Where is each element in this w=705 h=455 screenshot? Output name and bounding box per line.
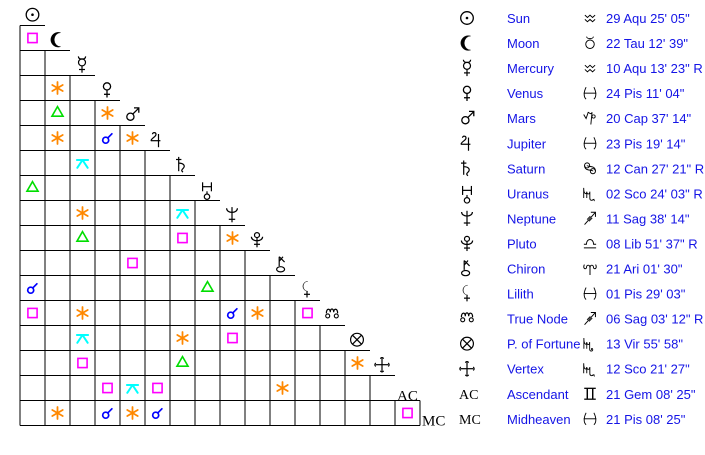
svg-text:02 Sco 24' 03" R: 02 Sco 24' 03" R (606, 186, 703, 201)
svg-text:21 Ari 01' 30": 21 Ari 01' 30" (606, 262, 683, 277)
svg-text:22 Tau 12' 39": 22 Tau 12' 39" (606, 36, 688, 51)
svg-text:11 Sag 38' 14": 11 Sag 38' 14" (606, 211, 690, 226)
svg-text:12 Sco 21' 27": 12 Sco 21' 27" (606, 362, 690, 377)
svg-text:08 Lib 51' 37" R: 08 Lib 51' 37" R (606, 236, 698, 251)
svg-text:Mars: Mars (507, 111, 536, 126)
svg-text:Uranus: Uranus (507, 186, 549, 201)
svg-text:Chiron: Chiron (507, 262, 545, 277)
svg-text:AC: AC (397, 389, 418, 405)
svg-text:21 Gem 08' 25": 21 Gem 08' 25" (606, 387, 696, 402)
svg-text:Moon: Moon (507, 36, 540, 51)
svg-text:MC: MC (459, 413, 481, 428)
svg-text:Ascendant: Ascendant (507, 387, 569, 402)
svg-text:Sun: Sun (507, 11, 530, 26)
svg-text:True Node: True Node (507, 312, 568, 327)
svg-text:23 Pis 19' 14": 23 Pis 19' 14" (606, 136, 686, 151)
svg-text:P. of Fortune: P. of Fortune (507, 337, 580, 352)
svg-text:01 Pis 29' 03": 01 Pis 29' 03" (606, 287, 686, 302)
svg-text:29 Aqu 25' 05": 29 Aqu 25' 05" (606, 11, 690, 26)
svg-text:06 Sag 03' 12" R: 06 Sag 03' 12" R (606, 312, 703, 327)
svg-text:Pluto: Pluto (507, 236, 537, 251)
svg-text:Jupiter: Jupiter (507, 136, 547, 151)
svg-text:Midheaven: Midheaven (507, 412, 571, 427)
svg-text:AC: AC (459, 388, 478, 403)
svg-text:Lilith: Lilith (507, 287, 534, 302)
svg-text:MC: MC (422, 414, 445, 430)
svg-text:24 Pis 11' 04": 24 Pis 11' 04" (606, 86, 685, 101)
svg-text:10 Aqu 13' 23" R: 10 Aqu 13' 23" R (606, 61, 703, 76)
svg-text:Vertex: Vertex (507, 362, 544, 377)
svg-text:Neptune: Neptune (507, 211, 556, 226)
svg-text:Saturn: Saturn (507, 161, 545, 176)
svg-text:Venus: Venus (507, 86, 544, 101)
svg-text:20 Cap 37' 14": 20 Cap 37' 14" (606, 111, 692, 126)
svg-text:12 Can 27' 21" R: 12 Can 27' 21" R (606, 161, 704, 176)
svg-text:13 Vir 55' 58": 13 Vir 55' 58" (606, 337, 683, 352)
svg-text:21 Pis 08' 25": 21 Pis 08' 25" (606, 412, 686, 427)
svg-text:Mercury: Mercury (507, 61, 554, 76)
